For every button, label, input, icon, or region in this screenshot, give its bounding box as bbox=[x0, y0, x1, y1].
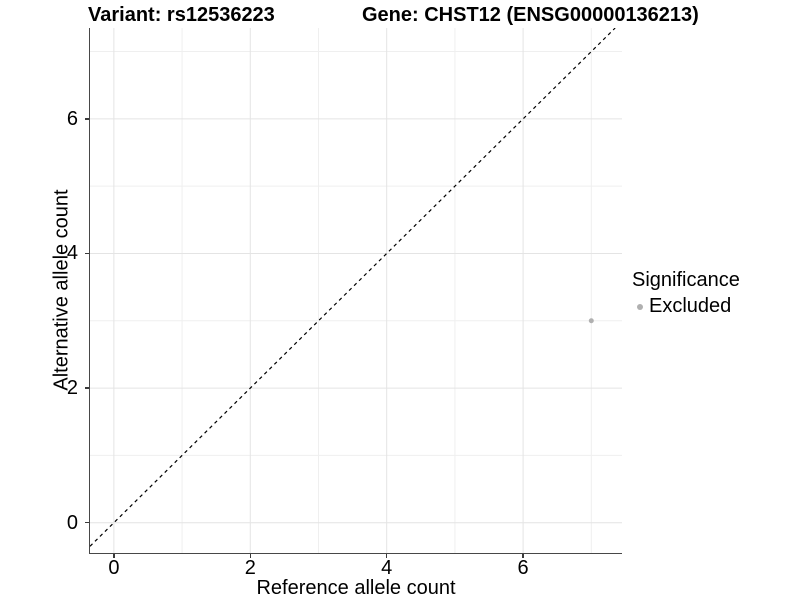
y-tick-mark bbox=[84, 252, 89, 255]
x-tick-mark bbox=[249, 554, 252, 558]
plot-title-variant: Variant: rs12536223 bbox=[88, 4, 275, 26]
legend-title: Significance bbox=[632, 269, 740, 291]
legend-key-dot bbox=[637, 303, 643, 310]
chart-canvas bbox=[89, 28, 622, 553]
y-axis-ticks: 0 2 4 6 bbox=[0, 28, 90, 553]
plot-panel bbox=[88, 28, 622, 554]
data-point bbox=[588, 318, 594, 324]
x-axis-ticks: 0 2 4 6 bbox=[90, 554, 622, 584]
x-tick-label: 4 bbox=[381, 557, 393, 579]
x-tick-mark bbox=[522, 554, 524, 558]
y-tick-mark bbox=[84, 521, 89, 524]
x-tick-mark bbox=[385, 554, 388, 558]
x-tick-label: 2 bbox=[244, 557, 256, 579]
x-tick-label: 0 bbox=[108, 557, 120, 579]
y-tick-label: 4 bbox=[66, 242, 78, 265]
legend-items: Excluded bbox=[630, 295, 740, 318]
x-tick-mark bbox=[113, 554, 115, 558]
x-tick-label: 6 bbox=[517, 557, 529, 579]
y-tick-mark bbox=[84, 118, 89, 120]
x-axis-title: Reference allele count bbox=[256, 577, 456, 599]
legend-item-label: Excluded bbox=[649, 295, 732, 317]
y-tick-mark bbox=[84, 387, 89, 389]
y-tick-label: 6 bbox=[66, 107, 78, 130]
legend: Significance Excluded bbox=[630, 269, 740, 318]
y-tick-label: 2 bbox=[66, 377, 78, 400]
identity-line bbox=[89, 28, 616, 547]
plot-title-gene: Gene: CHST12 (ENSG00000136213) bbox=[362, 4, 699, 26]
legend-item: Excluded bbox=[630, 295, 740, 318]
y-tick-label: 0 bbox=[66, 511, 78, 534]
